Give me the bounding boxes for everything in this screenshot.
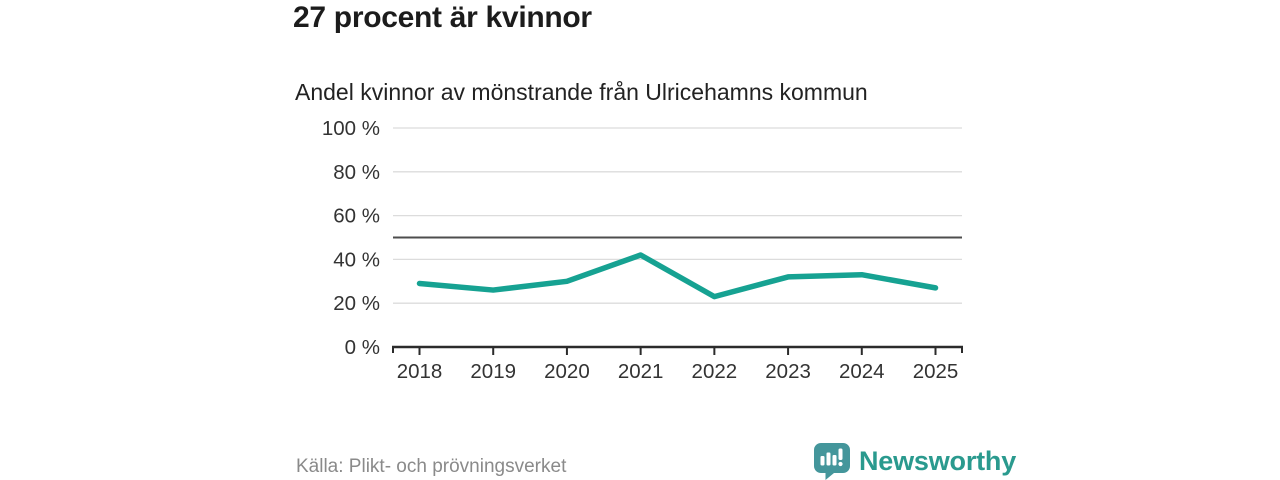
svg-text:60 %: 60 % — [333, 205, 380, 228]
svg-text:80 %: 80 % — [333, 161, 380, 184]
svg-text:2019: 2019 — [470, 360, 516, 383]
svg-text:40 %: 40 % — [333, 248, 380, 271]
svg-text:2023: 2023 — [765, 360, 811, 383]
svg-text:2021: 2021 — [618, 360, 664, 383]
svg-text:2025: 2025 — [913, 360, 959, 383]
newsworthy-logo: Newsworthy — [813, 442, 1016, 480]
page-title: 27 procent är kvinnor — [293, 1, 592, 34]
svg-text:20 %: 20 % — [333, 292, 380, 315]
chart-subtitle: Andel kvinnor av mönstrande från Ulriceh… — [295, 79, 868, 105]
svg-text:2024: 2024 — [839, 360, 885, 383]
brand-name: Newsworthy — [859, 445, 1017, 476]
svg-text:2018: 2018 — [397, 360, 443, 383]
svg-text:100 %: 100 % — [322, 117, 380, 140]
line-chart: 0 % 20 % 40 % 60 % 80 % 100 % 2018 2019 2020 2021… — [300, 115, 980, 405]
svg-text:2020: 2020 — [544, 360, 590, 383]
bar-chart-speech-bubble-icon — [814, 443, 850, 480]
svg-text:2022: 2022 — [692, 360, 738, 383]
source-label: Källa: Plikt- och prövningsverket — [296, 456, 567, 477]
line-chart-svg: 0 % 20 % 40 % 60 % 80 % 100 % 2018 2019 2020 2021… — [322, 117, 963, 383]
svg-text:0 %: 0 % — [345, 336, 380, 359]
